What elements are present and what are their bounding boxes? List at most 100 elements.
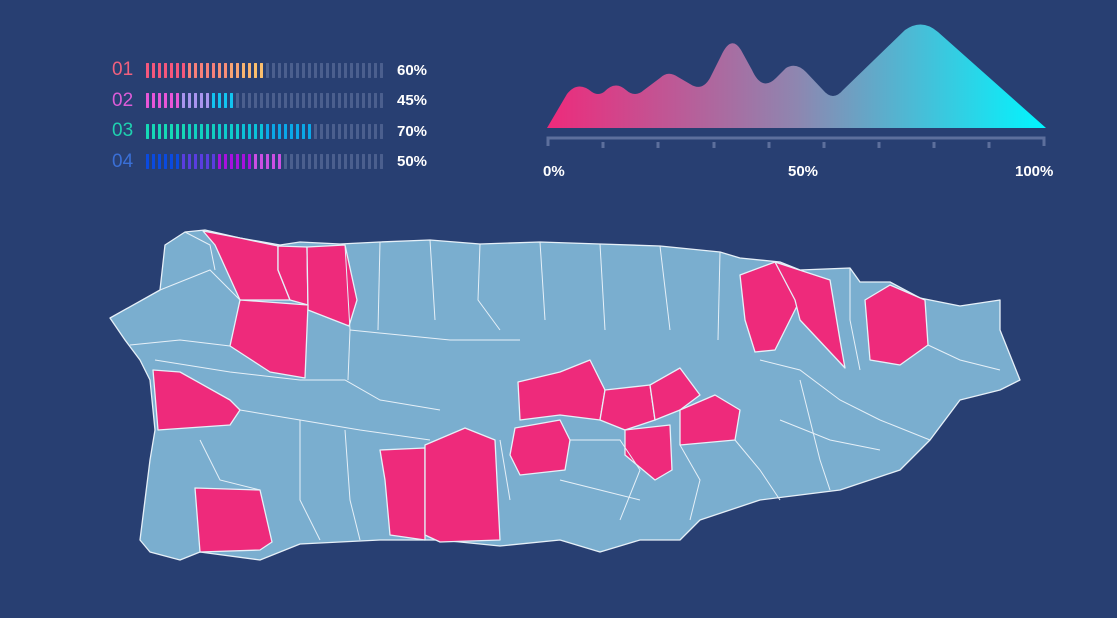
segment-empty <box>380 154 383 170</box>
area-shape <box>547 24 1046 128</box>
segment-filled <box>170 123 173 139</box>
segment-empty <box>302 93 305 109</box>
region-highlight <box>229 299 309 379</box>
segment-empty <box>374 154 377 170</box>
segment-filled <box>152 62 155 78</box>
segment-filled <box>200 154 203 170</box>
segment-empty <box>374 62 377 78</box>
segment-empty <box>290 93 293 109</box>
segment-empty <box>332 93 335 109</box>
segment-filled <box>218 93 221 109</box>
segment-filled <box>272 154 275 170</box>
segment-empty <box>374 123 377 139</box>
segment-filled <box>188 154 191 170</box>
segment-filled <box>194 123 197 139</box>
segment-filled <box>248 62 251 78</box>
row-index: 01 <box>112 59 134 81</box>
segment-empty <box>356 154 359 170</box>
progress-bars: 01 60% 02 45% 03 70% 04 50% <box>112 55 427 177</box>
segment-filled <box>230 154 233 170</box>
segment-filled <box>170 154 173 170</box>
segment-empty <box>368 62 371 78</box>
segment-filled <box>230 62 233 78</box>
segment-empty <box>308 93 311 109</box>
segment-filled <box>236 62 239 78</box>
segment-empty <box>320 93 323 109</box>
region-highlight <box>599 384 656 431</box>
segment-empty <box>356 93 359 109</box>
axis-line <box>546 136 1046 146</box>
segment-filled <box>152 154 155 170</box>
row-index: 04 <box>112 150 134 172</box>
segment-empty <box>344 62 347 78</box>
segment-filled <box>242 62 245 78</box>
segment-filled <box>212 123 215 139</box>
segment-empty <box>374 93 377 109</box>
segment-filled <box>260 123 263 139</box>
segment-empty <box>380 123 383 139</box>
region-highlight <box>277 245 309 306</box>
segment-empty <box>350 123 353 139</box>
segment-empty <box>368 93 371 109</box>
segment-filled <box>266 123 269 139</box>
segment-filled <box>254 123 257 139</box>
segment-filled <box>176 123 179 139</box>
segment-empty <box>320 123 323 139</box>
segment-empty <box>368 154 371 170</box>
row-percent: 60% <box>397 61 428 79</box>
segment-empty <box>248 93 251 109</box>
segment-filled <box>260 62 263 78</box>
segment-filled <box>218 123 221 139</box>
segment-empty <box>284 154 287 170</box>
segment-filled <box>152 93 155 109</box>
region-highlight <box>379 447 426 541</box>
segment-filled <box>176 154 179 170</box>
segment-filled <box>194 93 197 109</box>
region-highlight <box>774 261 846 369</box>
segment-empty <box>362 123 365 139</box>
segment-empty <box>314 62 317 78</box>
segment-filled <box>284 123 287 139</box>
region-highlight <box>194 487 273 553</box>
segment-empty <box>362 154 365 170</box>
segment-empty <box>332 154 335 170</box>
segment-filled <box>206 154 209 170</box>
segment-empty <box>302 154 305 170</box>
segment-filled <box>188 93 191 109</box>
segment-empty <box>278 93 281 109</box>
segment-filled <box>242 154 245 170</box>
segment-filled <box>158 154 161 170</box>
segment-filled <box>170 93 173 109</box>
segment-filled <box>164 62 167 78</box>
segment-filled <box>260 154 263 170</box>
segment-empty <box>242 93 245 109</box>
segment-filled <box>224 62 227 78</box>
segment-filled <box>194 154 197 170</box>
segment-filled <box>200 93 203 109</box>
segment-filled <box>158 93 161 109</box>
segment-empty <box>284 62 287 78</box>
segment-filled <box>146 93 149 109</box>
segment-filled <box>182 123 185 139</box>
segment-filled <box>248 154 251 170</box>
segment-filled <box>308 123 311 139</box>
segment-filled <box>254 62 257 78</box>
segment-filled <box>212 62 215 78</box>
region-highlight <box>306 244 358 327</box>
segment-filled <box>200 123 203 139</box>
segment-empty <box>296 154 299 170</box>
segment-filled <box>206 93 209 109</box>
segment-empty <box>368 123 371 139</box>
segment-empty <box>290 62 293 78</box>
segment-filled <box>146 123 149 139</box>
segment-filled <box>272 123 275 139</box>
segment-empty <box>338 62 341 78</box>
segment-empty <box>302 62 305 78</box>
segment-empty <box>272 93 275 109</box>
segment-filled <box>212 93 215 109</box>
segment-filled <box>206 62 209 78</box>
segment-filled <box>236 123 239 139</box>
segment-empty <box>308 154 311 170</box>
segmented-bar <box>146 154 383 170</box>
progress-row: 04 50% <box>112 147 427 178</box>
